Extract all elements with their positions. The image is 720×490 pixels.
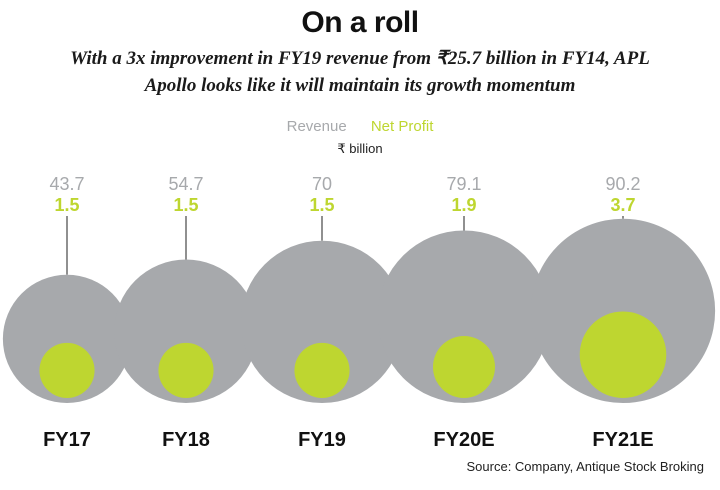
revenue-value-label: 43.7 — [49, 174, 84, 194]
subtitle-line-2: Apollo looks like it will maintain its g… — [144, 75, 576, 96]
chart-title: On a roll — [301, 6, 419, 39]
revenue-bubble — [2, 274, 132, 403]
legend: Revenue Net Profit — [0, 118, 720, 135]
net-profit-bubble — [39, 342, 95, 398]
unit-label: ₹ billion — [337, 141, 383, 156]
net-profit-value-label: 1.9 — [451, 195, 476, 215]
revenue-value-label: 70 — [312, 174, 332, 194]
category-label: FY17 — [43, 429, 91, 451]
net-profit-bubble — [294, 342, 350, 398]
revenue-value-label: 90.2 — [605, 174, 640, 194]
revenue-bubble — [240, 240, 404, 403]
net-profit-value-label: 1.5 — [309, 195, 334, 215]
revenue-bubble — [377, 230, 551, 403]
revenue-bubble — [530, 218, 716, 403]
legend-revenue: Revenue — [286, 118, 347, 135]
net-profit-value-label: 1.5 — [173, 195, 198, 215]
category-label: FY21E — [592, 429, 653, 451]
net-profit-bubble — [158, 342, 214, 398]
source-note: Source: Company, Antique Stock Broking — [466, 459, 705, 474]
net-profit-value-label: 1.5 — [54, 195, 79, 215]
chart-subtitle: With a 3x improvement in FY19 revenue fr… — [0, 45, 720, 99]
category-label: FY20E — [433, 429, 494, 451]
net-profit-bubble — [432, 335, 496, 399]
revenue-value-label: 54.7 — [168, 174, 203, 194]
revenue-value-label: 79.1 — [446, 174, 481, 194]
subtitle-line-1: With a 3x improvement in FY19 revenue fr… — [70, 48, 650, 69]
category-label: FY19 — [298, 429, 346, 451]
revenue-bubble — [114, 259, 258, 403]
net-profit-value-label: 3.7 — [610, 195, 635, 215]
category-label: FY18 — [162, 429, 210, 451]
net-profit-bubble — [579, 311, 667, 399]
legend-net-profit: Net Profit — [370, 118, 434, 135]
